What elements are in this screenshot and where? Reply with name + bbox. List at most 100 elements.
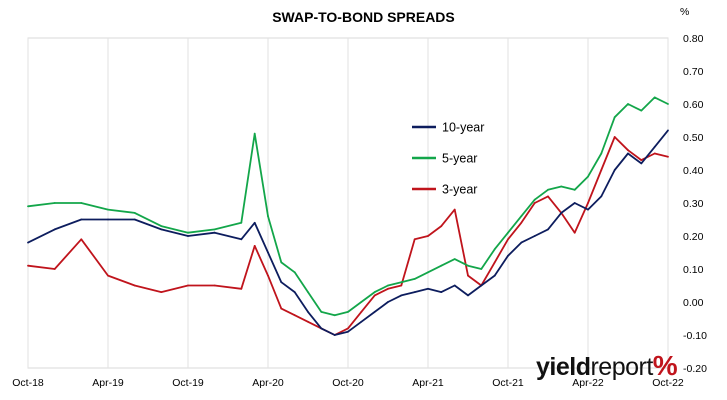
data-point-5-year: [627, 103, 629, 105]
data-point-10-year: [400, 294, 403, 297]
data-point-10-year: [347, 330, 349, 333]
x-tick-label: Oct-22: [652, 377, 684, 389]
data-point-3-year: [373, 294, 376, 297]
y-tick-label: 0.00: [683, 297, 704, 309]
data-point-10-year: [387, 301, 389, 303]
y-tick-label: 0.30: [683, 198, 704, 210]
data-point-5-year: [107, 208, 109, 211]
data-point-10-year: [600, 195, 603, 198]
data-point-10-year: [533, 235, 536, 237]
data-point-5-year: [320, 311, 323, 313]
data-point-3-year: [627, 149, 629, 152]
data-point-5-year: [360, 301, 363, 303]
data-point-3-year: [413, 238, 416, 241]
data-point-10-year: [213, 231, 216, 234]
data-point-10-year: [547, 228, 549, 231]
data-point-5-year: [547, 188, 549, 191]
data-point-5-year: [267, 215, 269, 218]
data-point-10-year: [267, 251, 269, 254]
data-point-3-year: [240, 287, 243, 290]
data-point-5-year: [240, 221, 243, 224]
data-point-10-year: [560, 212, 563, 214]
data-point-3-year: [573, 231, 576, 234]
data-point-3-year: [160, 291, 163, 293]
data-point-5-year: [560, 185, 563, 188]
data-point-3-year: [667, 155, 669, 158]
y-tick-label: 0.40: [683, 165, 704, 177]
data-point-10-year: [27, 241, 29, 244]
data-point-10-year: [480, 284, 483, 287]
data-point-10-year: [240, 238, 243, 241]
data-point-5-year: [573, 188, 576, 191]
y-tick-label: 0.60: [683, 99, 704, 111]
data-point-5-year: [440, 264, 443, 267]
data-point-10-year: [453, 284, 456, 287]
data-point-3-year: [53, 268, 56, 270]
data-point-3-year: [600, 169, 603, 171]
y-tick-label: 0.50: [683, 132, 704, 144]
data-point-5-year: [520, 215, 523, 218]
data-point-5-year: [333, 314, 336, 317]
data-point-5-year: [27, 205, 29, 208]
x-tick-label: Oct-21: [492, 377, 524, 389]
data-point-10-year: [53, 228, 56, 231]
x-tick-label: Oct-19: [172, 377, 204, 389]
data-point-5-year: [307, 291, 309, 293]
data-point-5-year: [280, 261, 283, 264]
data-point-3-year: [440, 225, 443, 228]
data-point-3-year: [493, 261, 496, 264]
data-point-10-year: [160, 228, 163, 231]
data-point-5-year: [213, 228, 216, 231]
data-point-10-year: [133, 218, 136, 221]
legend: 10-year 5-year 3-year: [412, 121, 484, 197]
logo-text-report: report: [590, 353, 653, 381]
x-tick-label: Apr-19: [92, 377, 124, 389]
data-point-3-year: [360, 311, 363, 313]
data-point-5-year: [387, 284, 389, 287]
data-point-3-year: [453, 208, 456, 211]
data-point-5-year: [373, 291, 376, 293]
data-point-10-year: [427, 287, 429, 290]
data-point-5-year: [427, 271, 429, 274]
data-point-5-year: [160, 225, 163, 228]
data-point-3-year: [507, 238, 509, 241]
data-point-3-year: [467, 274, 469, 277]
data-point-10-year: [280, 281, 283, 284]
data-point-5-year: [480, 268, 483, 270]
data-point-10-year: [587, 208, 589, 211]
data-point-3-year: [347, 327, 349, 330]
data-point-10-year: [613, 169, 616, 171]
x-tick-label: Apr-20: [252, 377, 284, 389]
data-point-10-year: [507, 254, 509, 257]
data-point-10-year: [573, 202, 576, 204]
data-point-5-year: [653, 96, 656, 99]
data-point-3-year: [520, 221, 523, 224]
data-point-10-year: [107, 218, 109, 221]
data-point-5-year: [613, 116, 616, 119]
data-point-10-year: [667, 129, 669, 132]
yieldreport-logo: yieldreport%: [536, 350, 678, 382]
series-layer: [27, 96, 669, 336]
data-point-3-year: [400, 284, 403, 287]
data-point-5-year: [667, 103, 669, 105]
x-tick-label: Apr-21: [412, 377, 444, 389]
data-point-3-year: [653, 152, 656, 155]
y-tick-label: 0.80: [683, 33, 704, 45]
data-point-10-year: [520, 241, 523, 244]
data-point-3-year: [640, 159, 643, 162]
data-point-5-year: [80, 202, 83, 204]
x-tick-label: Oct-20: [332, 377, 364, 389]
data-point-3-year: [427, 235, 429, 237]
data-point-10-year: [80, 218, 83, 221]
y-tick-label: -0.20: [683, 363, 707, 375]
data-point-3-year: [387, 287, 389, 290]
data-point-10-year: [307, 311, 309, 313]
data-point-5-year: [453, 258, 456, 260]
data-point-10-year: [440, 291, 443, 293]
data-point-3-year: [547, 195, 549, 198]
data-point-3-year: [533, 202, 536, 204]
data-point-3-year: [27, 264, 29, 267]
y-axis-unit-label: %: [680, 6, 689, 18]
data-point-5-year: [133, 212, 136, 214]
data-point-10-year: [653, 146, 656, 148]
